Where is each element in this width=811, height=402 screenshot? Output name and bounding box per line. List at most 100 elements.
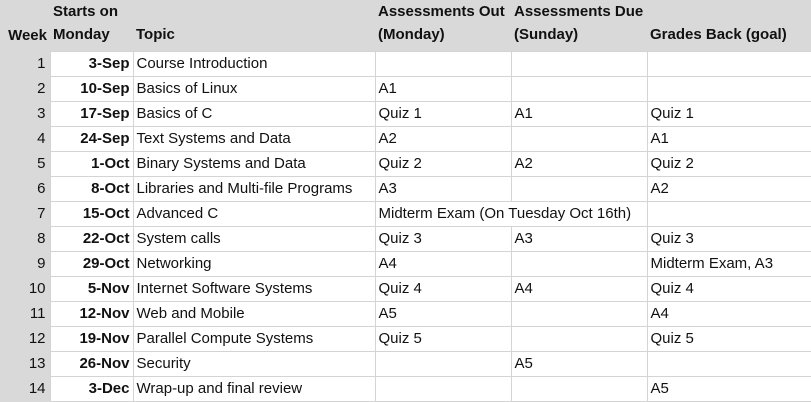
cell-assessments-due[interactable]: [510, 326, 648, 352]
cell-topic[interactable]: Parallel Compute Systems: [132, 326, 376, 352]
cell-date[interactable]: 17-Sep: [49, 101, 134, 127]
cell-topic[interactable]: Security: [132, 351, 376, 377]
cell-date[interactable]: 19-Nov: [49, 326, 134, 352]
cell-assessments-due[interactable]: [510, 376, 648, 402]
cell-week[interactable]: 1: [0, 51, 50, 77]
cell-assessments-due[interactable]: [510, 176, 648, 202]
cell-grades-back[interactable]: Quiz 5: [646, 326, 811, 352]
cell-assessments-due[interactable]: A3: [510, 226, 648, 252]
cell-topic[interactable]: Web and Mobile: [132, 301, 376, 327]
header-line: (Monday): [378, 26, 445, 43]
cell-week[interactable]: 9: [0, 251, 50, 277]
cell-assessments-out[interactable]: Quiz 3: [374, 226, 512, 252]
cell-assessments-due[interactable]: A1: [510, 101, 648, 127]
cell-date[interactable]: 10-Sep: [49, 76, 134, 102]
cell-grades-back[interactable]: A1: [646, 126, 811, 152]
header-starts-on[interactable]: Starts on Monday: [50, 0, 133, 52]
cell-grades-back[interactable]: Quiz 4: [646, 276, 811, 302]
cell-grades-back[interactable]: Midterm Exam, A3: [646, 251, 811, 277]
cell-assessments-due[interactable]: [510, 251, 648, 277]
cell-assessments-out[interactable]: [374, 376, 512, 402]
table-row: 11 12-Nov Web and Mobile A5 A4: [0, 301, 811, 327]
cell-date[interactable]: 26-Nov: [49, 351, 134, 377]
cell-topic[interactable]: Libraries and Multi-file Programs: [132, 176, 376, 202]
cell-date[interactable]: 22-Oct: [49, 226, 134, 252]
cell-assessments-due[interactable]: A2: [510, 151, 648, 177]
header-grades-back[interactable]: Grades Back (goal): [647, 0, 811, 52]
cell-grades-back[interactable]: Quiz 1: [646, 101, 811, 127]
cell-week[interactable]: 7: [0, 201, 50, 227]
table-row: 5 1-Oct Binary Systems and Data Quiz 2 A2 Qui…: [0, 151, 811, 177]
cell-topic[interactable]: Basics of C: [132, 101, 376, 127]
cell-week[interactable]: 8: [0, 226, 50, 252]
cell-assessments-due[interactable]: [510, 301, 648, 327]
cell-topic[interactable]: Basics of Linux: [132, 76, 376, 102]
table-row: 3 17-Sep Basics of C Quiz 1 A1 Quiz 1: [0, 101, 811, 127]
cell-assessments-out[interactable]: A1: [374, 76, 512, 102]
header-line: Starts on: [53, 3, 119, 20]
cell-topic[interactable]: Wrap-up and final review: [132, 376, 376, 402]
cell-date[interactable]: 29-Oct: [49, 251, 134, 277]
cell-grades-back[interactable]: A2: [646, 176, 811, 202]
table-row: 4 24-Sep Text Systems and Data A2 A1: [0, 126, 811, 152]
header-topic[interactable]: Topic: [133, 0, 375, 52]
cell-grades-back[interactable]: [646, 201, 811, 227]
cell-week[interactable]: 6: [0, 176, 50, 202]
cell-grades-back[interactable]: A5: [646, 376, 811, 402]
cell-date[interactable]: 5-Nov: [49, 276, 134, 302]
cell-week[interactable]: 2: [0, 76, 50, 102]
cell-assessments-out[interactable]: [374, 51, 512, 77]
cell-week[interactable]: 11: [0, 301, 50, 327]
cell-assessments-due[interactable]: [510, 76, 648, 102]
cell-assessments-due[interactable]: A4: [510, 276, 648, 302]
header-assessments-due[interactable]: Assessments Due (Sunday): [511, 0, 647, 52]
cell-assessments-out[interactable]: Quiz 5: [374, 326, 512, 352]
cell-assessments-out[interactable]: [374, 351, 512, 377]
header-assessments-out[interactable]: Assessments Out (Monday): [375, 0, 511, 52]
cell-date[interactable]: 3-Sep: [49, 51, 134, 77]
cell-topic[interactable]: Networking: [132, 251, 376, 277]
cell-date[interactable]: 8-Oct: [49, 176, 134, 202]
header-line: (Sunday): [514, 26, 579, 43]
cell-assessments-out[interactable]: A5: [374, 301, 512, 327]
cell-grades-back[interactable]: Quiz 3: [646, 226, 811, 252]
cell-date[interactable]: 3-Dec: [49, 376, 134, 402]
header-week[interactable]: Week: [0, 0, 50, 52]
cell-topic[interactable]: System calls: [132, 226, 376, 252]
cell-week[interactable]: 5: [0, 151, 50, 177]
cell-week[interactable]: 3: [0, 101, 50, 127]
cell-topic[interactable]: Internet Software Systems: [132, 276, 376, 302]
cell-assessments-out[interactable]: Quiz 4: [374, 276, 512, 302]
cell-topic[interactable]: Advanced C: [132, 201, 376, 227]
cell-assessments-out[interactable]: Midterm Exam (On Tuesday Oct 16th): [374, 201, 648, 227]
cell-week[interactable]: 13: [0, 351, 50, 377]
cell-week[interactable]: 10: [0, 276, 50, 302]
cell-assessments-out[interactable]: A3: [374, 176, 512, 202]
cell-assessments-out[interactable]: Quiz 1: [374, 101, 512, 127]
cell-topic[interactable]: Course Introduction: [132, 51, 376, 77]
cell-assessments-out[interactable]: A4: [374, 251, 512, 277]
cell-grades-back[interactable]: Quiz 2: [646, 151, 811, 177]
table-row: 6 8-Oct Libraries and Multi-file Programs A…: [0, 176, 811, 202]
table-row: 13 26-Nov Security A5: [0, 351, 811, 377]
cell-assessments-due[interactable]: [510, 126, 648, 152]
cell-date[interactable]: 24-Sep: [49, 126, 134, 152]
cell-grades-back[interactable]: A4: [646, 301, 811, 327]
cell-assessments-due[interactable]: A5: [510, 351, 648, 377]
cell-assessments-out[interactable]: A2: [374, 126, 512, 152]
cell-grades-back[interactable]: [646, 51, 811, 77]
cell-week[interactable]: 14: [0, 376, 50, 402]
cell-date[interactable]: 12-Nov: [49, 301, 134, 327]
cell-date[interactable]: 1-Oct: [49, 151, 134, 177]
cell-grades-back[interactable]: [646, 351, 811, 377]
cell-assessments-out[interactable]: Quiz 2: [374, 151, 512, 177]
cell-week[interactable]: 4: [0, 126, 50, 152]
header-line: Assessments Out: [378, 3, 505, 20]
cell-date[interactable]: 15-Oct: [49, 201, 134, 227]
cell-topic[interactable]: Binary Systems and Data: [132, 151, 376, 177]
cell-grades-back[interactable]: [646, 76, 811, 102]
cell-assessments-due[interactable]: [510, 51, 648, 77]
cell-week[interactable]: 12: [0, 326, 50, 352]
cell-topic[interactable]: Text Systems and Data: [132, 126, 376, 152]
table-row: 12 19-Nov Parallel Compute Systems Quiz 5 Qu…: [0, 326, 811, 352]
